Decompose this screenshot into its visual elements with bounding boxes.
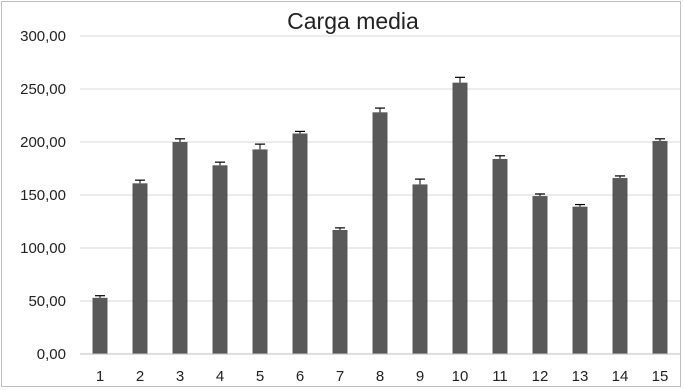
bar-7 xyxy=(332,229,348,354)
y-tick-label: 300,00 xyxy=(20,28,66,45)
error-bar-3 xyxy=(175,138,185,142)
chart-title: Carga media xyxy=(287,8,419,34)
error-bar-4 xyxy=(215,161,225,166)
bar-13 xyxy=(572,206,588,354)
bar-15 xyxy=(652,140,668,354)
bar-9 xyxy=(412,184,428,354)
y-tick-label: 100,00 xyxy=(20,240,66,257)
error-bar-15 xyxy=(655,138,665,141)
x-tick-label: 8 xyxy=(376,368,384,385)
error-bar-1 xyxy=(95,295,105,298)
x-tick-label: 13 xyxy=(572,368,589,385)
bar-5 xyxy=(252,149,268,354)
y-tick-label: 150,00 xyxy=(20,187,66,204)
error-bar-11 xyxy=(495,155,505,159)
x-tick-label: 14 xyxy=(612,368,629,385)
error-bars xyxy=(95,76,665,298)
error-bar-8 xyxy=(375,107,385,113)
bar-3 xyxy=(172,142,188,354)
x-tick-label: 3 xyxy=(176,368,184,385)
x-tick-label: 5 xyxy=(256,368,264,385)
bar-6 xyxy=(292,133,308,354)
error-bar-9 xyxy=(415,178,425,185)
error-bar-10 xyxy=(455,76,465,83)
error-bar-2 xyxy=(135,179,145,184)
x-tick-label: 15 xyxy=(652,368,669,385)
bars xyxy=(92,82,668,354)
error-bar-5 xyxy=(255,143,265,150)
x-tick-label: 1 xyxy=(96,368,104,385)
x-axis-tick-labels: 1 2 3 4 5 6 7 8 9 10 11 12 13 14 15 xyxy=(96,368,669,385)
error-bar-14 xyxy=(615,175,625,179)
bar-8 xyxy=(372,112,388,354)
bar-12 xyxy=(532,196,548,354)
y-tick-label: 50,00 xyxy=(28,293,66,310)
bar-1 xyxy=(92,297,108,354)
error-bar-13 xyxy=(575,203,585,207)
bar-4 xyxy=(212,165,228,354)
error-bar-7 xyxy=(335,227,345,230)
y-tick-label: 0,00 xyxy=(37,346,66,363)
x-tick-label: 4 xyxy=(216,368,224,385)
x-tick-label: 2 xyxy=(136,368,144,385)
x-tick-label: 12 xyxy=(532,368,549,385)
x-tick-label: 11 xyxy=(492,368,508,385)
bar-10 xyxy=(452,82,468,354)
y-tick-label: 250,00 xyxy=(20,81,66,98)
bar-11 xyxy=(492,158,508,354)
x-tick-label: 7 xyxy=(336,368,344,385)
y-tick-label: 200,00 xyxy=(20,134,66,151)
bar-2 xyxy=(132,183,148,354)
x-tick-label: 6 xyxy=(296,368,304,385)
error-bar-12 xyxy=(535,193,545,197)
bar-14 xyxy=(612,178,628,354)
error-bar-6 xyxy=(295,130,305,134)
x-tick-label: 10 xyxy=(452,368,469,385)
y-axis-tick-labels: 0,00 50,00 100,00 150,00 200,00 250,00 300,00 xyxy=(20,28,66,363)
x-tick-label: 9 xyxy=(416,368,424,385)
